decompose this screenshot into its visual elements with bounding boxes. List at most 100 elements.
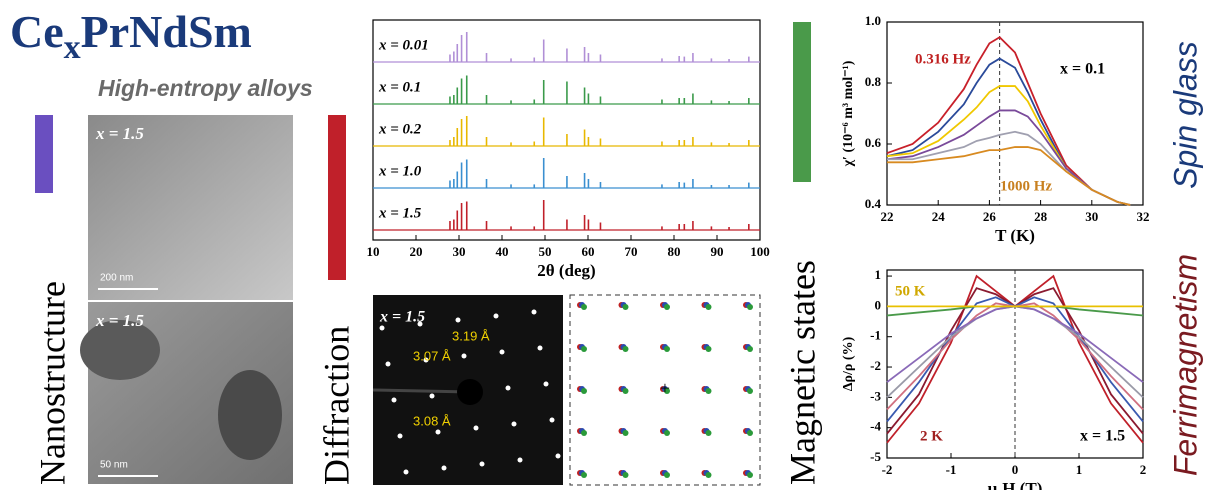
annotation: 1000 Hz xyxy=(1000,178,1052,194)
center-mark: + xyxy=(660,378,670,398)
x-tick-label: 2 xyxy=(1140,462,1147,477)
simulated-spot xyxy=(664,346,670,352)
section-label: Ferrimagnetism xyxy=(1167,254,1203,476)
beam-stop xyxy=(372,388,471,394)
x-tick-label: 32 xyxy=(1137,209,1150,224)
diffraction-spot xyxy=(423,357,429,363)
tem-images: x = 1.5 200 nm x = 1.5 50 nm xyxy=(80,115,293,484)
simulated-spot xyxy=(581,472,587,478)
title-part: Ce xyxy=(10,6,64,57)
diffraction-spot xyxy=(441,465,447,471)
x-tick-label: 0 xyxy=(1012,462,1019,477)
x-axis-label: 2θ (deg) xyxy=(537,261,595,280)
d-spacing: 3.19 Å xyxy=(452,328,490,343)
tem-image xyxy=(88,115,293,300)
diffraction-spot xyxy=(499,349,505,355)
title: CexPrNdSm xyxy=(10,6,252,66)
x-tick-label: -1 xyxy=(946,462,957,477)
simulated-spot xyxy=(705,472,712,478)
diffraction-spot xyxy=(403,469,409,475)
simulated-spot xyxy=(581,346,587,352)
x-tick-label: 100 xyxy=(750,244,770,259)
simulated-spot xyxy=(622,388,629,394)
scale-label: 200 nm xyxy=(100,273,133,284)
x-tick-label: 30 xyxy=(1085,209,1098,224)
simulated-spot xyxy=(747,304,753,310)
diffraction-spot xyxy=(511,421,517,427)
simulated-spot xyxy=(581,304,587,310)
section-label: Diffraction xyxy=(316,326,356,485)
simulated-spot xyxy=(664,304,670,310)
beam-stop xyxy=(457,379,483,405)
series-label: x = 0.1 xyxy=(378,79,421,95)
section-label: Nanostructure xyxy=(32,281,72,485)
tem-feature xyxy=(218,370,282,460)
y-tick-label: -3 xyxy=(870,388,881,403)
tem-feature xyxy=(80,320,160,380)
series-line xyxy=(887,146,1131,206)
series-label: x = 1.5 xyxy=(378,205,422,221)
simulated-pattern xyxy=(569,294,761,486)
plot-frame xyxy=(372,19,761,241)
annotation: x = 0.1 xyxy=(1060,61,1105,78)
diffraction-spot xyxy=(385,361,391,367)
y-tick-label: -1 xyxy=(870,328,881,343)
x-tick-label: -2 xyxy=(882,462,893,477)
section-label: Magnetic states xyxy=(782,260,822,485)
x-tick-label: 90 xyxy=(711,244,724,259)
y-tick-label: 0.4 xyxy=(865,196,882,211)
simulated-spot xyxy=(747,472,753,478)
simulated-spot xyxy=(622,304,629,310)
diffraction-spot xyxy=(549,417,555,423)
x-axis-label: T (K) xyxy=(995,226,1035,245)
title-sub: x xyxy=(64,29,81,66)
section-label: Spin glass xyxy=(1167,41,1203,189)
saed-spots xyxy=(379,309,561,475)
series-label: x = 0.01 xyxy=(378,37,429,53)
diffraction-spot xyxy=(391,397,397,403)
y-tick-label: -5 xyxy=(870,449,881,464)
diffraction-spot xyxy=(555,453,561,459)
x-tick-label: 60 xyxy=(582,244,595,259)
y-tick-label: -4 xyxy=(870,419,881,434)
x-tick-label: 50 xyxy=(539,244,552,259)
simulated-spot xyxy=(622,346,629,352)
diffraction-spot xyxy=(417,321,423,327)
annotation: 2 K xyxy=(920,428,943,444)
diffraction-spot xyxy=(505,385,511,391)
series-label: x = 0.2 xyxy=(378,121,422,137)
diffraction-spot xyxy=(543,381,549,387)
x-tick-label: 1 xyxy=(1076,462,1083,477)
x-tick-label: 40 xyxy=(496,244,509,259)
d-spacing: 3.08 Å xyxy=(413,413,451,428)
simulated-spot xyxy=(705,304,712,310)
simulated-spot xyxy=(622,472,629,478)
section-bar xyxy=(35,115,53,193)
x-tick-label: 20 xyxy=(410,244,423,259)
subtitle: High-entropy alloys xyxy=(98,75,313,101)
annotation: x = 1.5 xyxy=(1080,428,1125,445)
diffraction-spot xyxy=(397,433,403,439)
simulated-spot xyxy=(705,388,712,394)
diffraction-spot xyxy=(379,325,385,331)
y-tick-label: 1 xyxy=(875,267,882,282)
diffraction-spot xyxy=(461,353,467,359)
diffraction-spot xyxy=(531,309,537,315)
simulated-spot xyxy=(664,472,670,478)
simulated-spot xyxy=(581,430,587,436)
diffraction-spot xyxy=(537,345,543,351)
scale-label: 50 nm xyxy=(100,460,128,471)
simulated-spot xyxy=(747,388,753,394)
diffraction-spot xyxy=(473,425,479,431)
y-tick-label: 1.0 xyxy=(865,13,881,28)
d-spacing: 3.07 Å xyxy=(413,348,451,363)
x-tick-label: 70 xyxy=(625,244,638,259)
plot-frame xyxy=(886,21,1144,206)
diffraction-spot xyxy=(479,461,485,467)
y-tick-label: 0.8 xyxy=(865,74,882,89)
annotation: 0.316 Hz xyxy=(915,51,971,67)
y-tick-label: -2 xyxy=(870,358,881,373)
simulated-spot xyxy=(581,388,587,394)
x-tick-label: 30 xyxy=(453,244,466,259)
